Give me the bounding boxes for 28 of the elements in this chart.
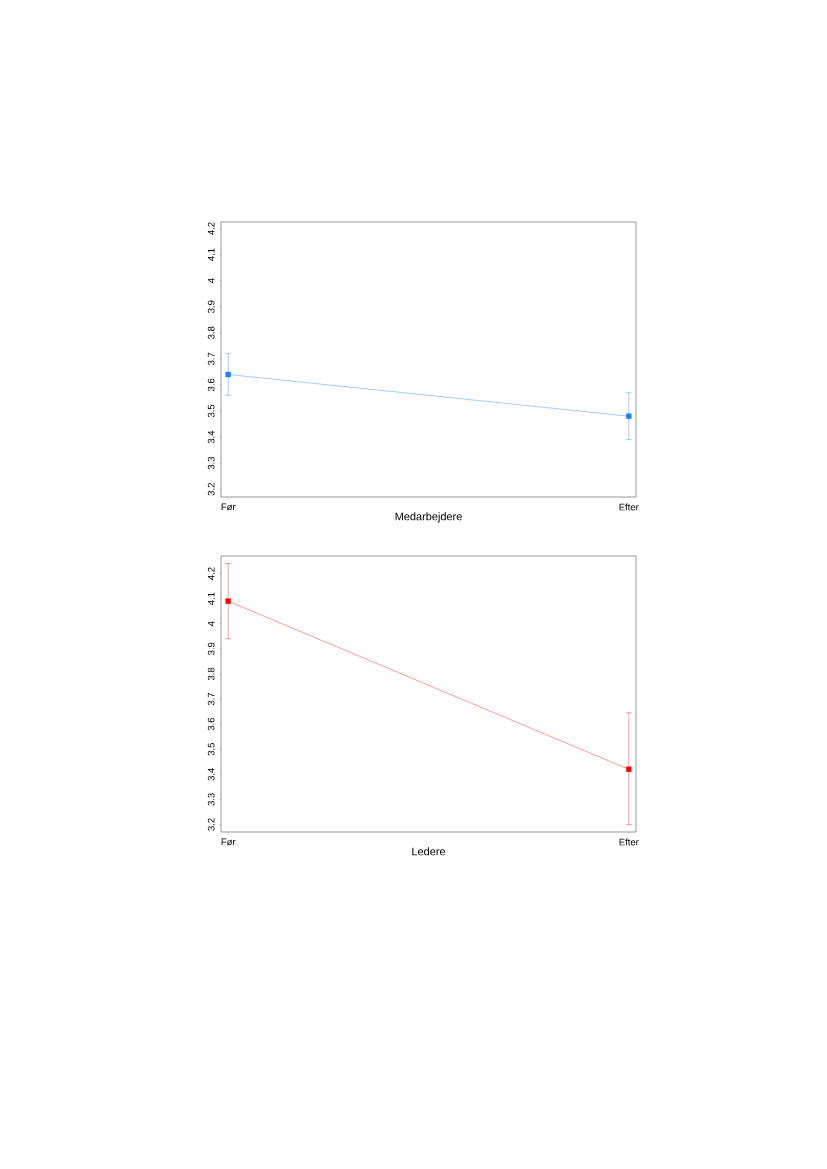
y-tick-label: 3.7 — [207, 352, 215, 366]
y-tick-label: 3.5 — [207, 404, 215, 418]
y-tick-label: 3.6 — [207, 378, 215, 392]
y-tick-label: 4.1 — [207, 592, 215, 606]
y-tick-label: 4 — [207, 621, 215, 627]
y-tick-label: 4 — [207, 278, 215, 284]
y-tick-label: 3.2 — [207, 818, 215, 831]
y-tick-label: 3.6 — [207, 717, 215, 731]
y-tick-label: 3.9 — [207, 642, 215, 656]
y-tick-label: 3.8 — [207, 667, 215, 681]
y-tick-label: 3.5 — [207, 743, 215, 756]
x-tick-label: Før — [221, 838, 236, 846]
y-tick-label: 3.3 — [207, 456, 215, 470]
y-tick-label: 3.2 — [207, 483, 215, 496]
x-axis-title: Ledere — [412, 847, 446, 856]
y-tick-label: 3.3 — [207, 793, 215, 806]
y-tick-label: 3.4 — [207, 767, 215, 781]
y-tick-label: 4.2 — [207, 222, 215, 235]
y-tick-label: 3.7 — [207, 692, 215, 706]
x-tick-label: Før — [221, 503, 236, 511]
y-tick-label: 4.1 — [207, 248, 215, 261]
x-tick-label: Efter — [619, 503, 639, 511]
y-tick-label: 4.2 — [207, 567, 215, 580]
x-tick-label: Efter — [619, 838, 639, 846]
y-tick-label: 3.4 — [207, 430, 215, 444]
y-tick-label: 3.9 — [207, 300, 215, 313]
x-axis-title: Medarbejdere — [395, 512, 462, 523]
y-tick-label: 3.8 — [207, 326, 215, 339]
